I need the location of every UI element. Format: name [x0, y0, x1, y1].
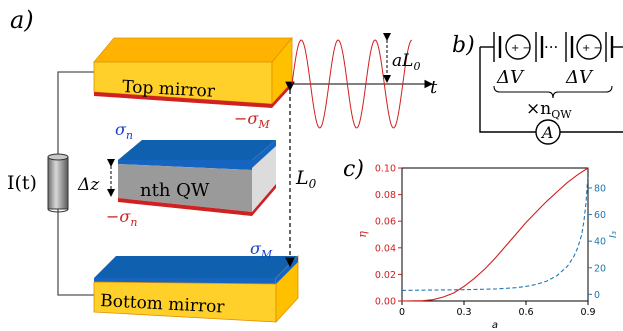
ellipsis: ···	[544, 38, 558, 56]
y-right-tick-label: 60	[594, 210, 606, 221]
ammeter-label: A	[540, 123, 554, 142]
y-right-tick-label: 40	[594, 237, 606, 248]
current-source	[47, 153, 69, 213]
delta-z-label: Δz	[77, 175, 100, 195]
y-left-tick-label: 0.02	[375, 270, 396, 281]
x-tick-label: 0.3	[456, 307, 471, 318]
multiplicity-label: ×nQW	[526, 99, 572, 121]
i3-curve	[401, 174, 589, 291]
y-right-tick-label: 0	[594, 290, 600, 301]
y-left-tick-label: 0.10	[375, 164, 396, 175]
y-right-tick-label: 20	[594, 263, 606, 274]
quantum-well	[118, 140, 276, 216]
delta-v-label: ΔV	[496, 67, 525, 88]
top-mirror	[93, 36, 293, 108]
eta-curve	[401, 167, 589, 302]
time-label: t	[430, 77, 438, 98]
y-left-tick-label: 0.00	[375, 297, 396, 308]
plot-frame	[401, 167, 589, 302]
top-mirror-label: Top mirror	[122, 77, 217, 102]
circuit-wire	[57, 71, 94, 296]
y-left-tick-label: 0.06	[375, 217, 396, 228]
sigma-n-label: σn	[115, 120, 133, 142]
x-tick-label: 0.9	[580, 307, 595, 318]
current-label: I(t)	[7, 172, 37, 194]
y-right-axis-label: I₃	[608, 231, 619, 238]
efficiency-chart: 0 0.3 0.6 0.9 a 0.00 0.02 0.04 0.06 0.08 0.10 η 0 20 4…	[356, 164, 619, 331]
delta-v-label: ΔV	[565, 67, 594, 88]
panel-c-label: c)	[343, 157, 364, 182]
circuit-diagram	[479, 32, 623, 145]
sigma-m-label: σM	[250, 239, 273, 261]
x-tick-label: 0	[399, 307, 405, 318]
y-left-axis-label: η	[356, 231, 369, 238]
panel-a-label: a)	[10, 6, 34, 34]
qw-label: nth QW	[140, 180, 210, 201]
x-axis-label: a	[492, 320, 498, 331]
x-tick-label: 0.6	[518, 307, 533, 318]
plus-sign: + −	[582, 43, 602, 54]
panel-b-label: b)	[452, 33, 475, 58]
y-left-tick-label: 0.04	[375, 243, 396, 254]
oscillation-wave	[291, 39, 413, 129]
amplitude-label: aL0	[392, 51, 420, 73]
l0-label: L0	[295, 167, 317, 191]
minus-sigma-n-label: −σn	[106, 207, 137, 229]
y-right-tick-label: 80	[594, 183, 606, 194]
y-left-tick-label: 0.08	[375, 190, 396, 201]
minus-sigma-m-label: −σM	[234, 109, 270, 131]
plus-sign: + −	[511, 43, 531, 54]
